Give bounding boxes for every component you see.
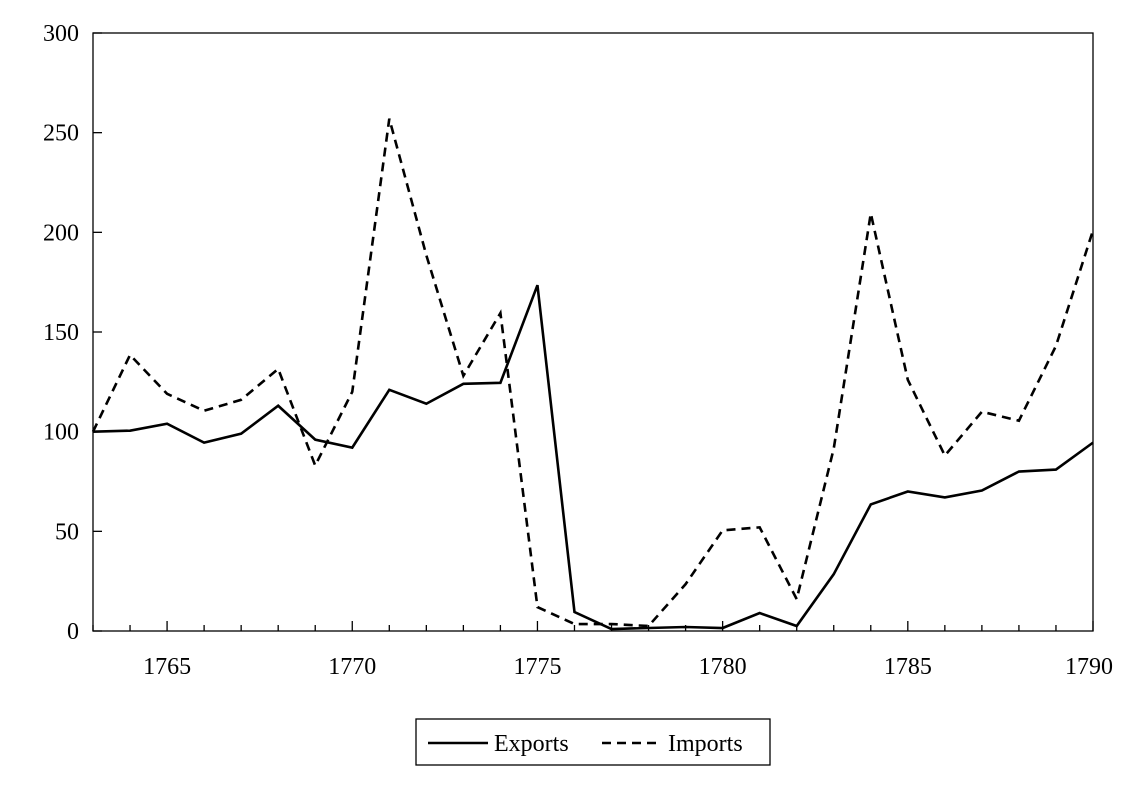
x-tick-label: 1780 — [699, 654, 747, 680]
y-tick-label: 50 — [55, 519, 79, 545]
x-tick-label: 1770 — [328, 654, 376, 680]
x-tick-label: 1775 — [513, 654, 561, 680]
y-tick-label: 200 — [43, 220, 79, 246]
x-axis: 1765 1770 1775 1780 1785 1790 — [92, 621, 1113, 680]
series-line-exports — [92, 284, 1094, 631]
legend-exports-label: Exports — [494, 731, 569, 757]
legend: Exports Imports — [415, 718, 771, 766]
y-tick-label: 300 — [43, 21, 79, 47]
legend-imports-label: Imports — [668, 731, 743, 757]
y-tick-label: 0 — [67, 619, 79, 645]
y-tick-label: 250 — [43, 121, 79, 147]
y-tick-label: 150 — [43, 320, 79, 346]
x-tick-label: 1765 — [143, 654, 191, 680]
series-lines — [91, 118, 1095, 631]
y-axis: 0 50 100 150 200 250 300 — [43, 21, 102, 645]
x-tick-label: 1785 — [884, 654, 932, 680]
plot-frame — [92, 32, 1094, 632]
series-line-imports — [91, 118, 1095, 628]
y-tick-label: 100 — [43, 420, 79, 446]
x-tick-label: 1790 — [1065, 654, 1113, 680]
